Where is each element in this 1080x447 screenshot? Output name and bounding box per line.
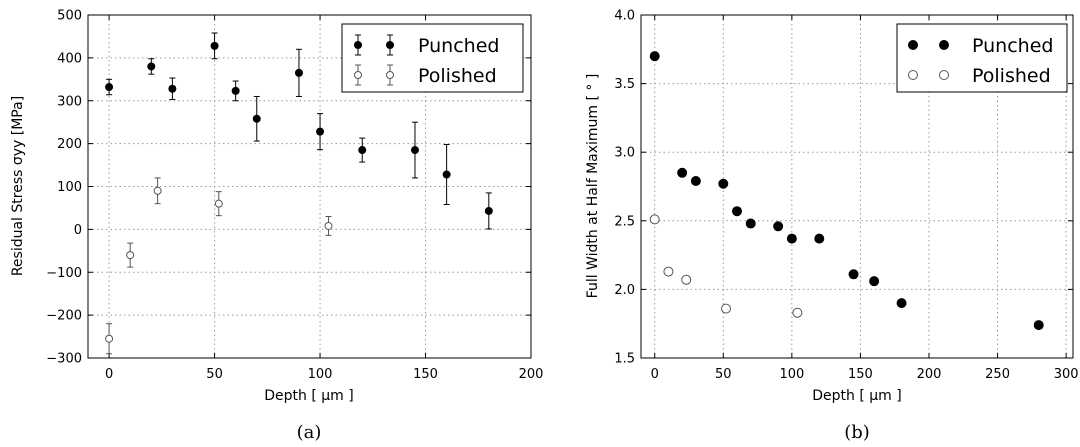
chart-b-legend-keys — [908, 40, 949, 80]
chart-a-x-ticks: 0 50 100 150 200 — [105, 15, 543, 382]
y-tick-label: 2.0 — [614, 283, 635, 298]
chart-a-marks — [105, 32, 493, 355]
data-point-punched — [294, 68, 303, 77]
legend-marker-polished — [354, 71, 362, 79]
data-point-punched — [848, 269, 859, 280]
data-point-punched — [649, 51, 660, 62]
x-tick-label: 100 — [779, 367, 804, 382]
data-point-punched — [105, 83, 114, 92]
data-point-punched — [745, 218, 756, 229]
chart-b-marks — [649, 51, 1044, 331]
chart-b: 0 50 100 150 200 250 300 1.5 2.0 2.5 3.0 3.5 4.0 Pu… — [585, 9, 1079, 444]
x-tick-label: 50 — [206, 367, 223, 382]
chart-b-legend: Punched Polished — [896, 23, 1068, 93]
y-tick-label: 4.0 — [614, 9, 635, 24]
data-point-punched — [773, 221, 784, 232]
y-tick-label: 100 — [57, 180, 82, 195]
legend-marker-polished — [386, 71, 394, 79]
data-point-punched — [210, 41, 219, 50]
data-point-polished — [721, 303, 732, 314]
legend-marker-punched — [908, 40, 918, 50]
data-point-punched — [484, 206, 493, 215]
x-tick-label: 150 — [413, 367, 438, 382]
legend-marker-polished — [939, 70, 949, 80]
x-tick-label: 200 — [917, 367, 942, 382]
data-point-punched — [690, 176, 701, 187]
data-point-punched — [316, 127, 325, 136]
data-point-punched — [718, 178, 729, 189]
data-point-punched — [442, 170, 451, 179]
y-tick-label: −200 — [46, 309, 82, 324]
x-tick-label: 250 — [985, 367, 1010, 382]
chart-a-y-label: Residual Stress σyy [MPa] — [10, 96, 26, 276]
data-point-punched — [896, 298, 907, 309]
data-point-polished — [126, 251, 135, 260]
data-point-punched — [677, 167, 688, 178]
x-tick-label: 0 — [105, 367, 113, 382]
chart-b-plot-frame — [640, 14, 1074, 359]
data-point-polished — [792, 307, 803, 318]
data-point-punched — [1033, 320, 1044, 331]
data-point-polished — [324, 221, 333, 230]
chart-b-x-label: Depth [ μm ] — [812, 388, 901, 404]
data-point-punched — [358, 146, 367, 155]
data-point-polished — [649, 214, 660, 225]
chart-b-x-ticks: 0 50 100 150 200 250 300 — [651, 15, 1079, 382]
data-point-punched — [231, 86, 240, 95]
chart-a-legend: Punched Polished — [341, 23, 524, 93]
data-point-punched — [732, 206, 742, 217]
chart-b-legend-box — [896, 23, 1068, 93]
chart-b-y-ticks: 1.5 2.0 2.5 3.0 3.5 4.0 — [614, 9, 1073, 367]
x-tick-label: 0 — [651, 367, 659, 382]
legend-marker-punched — [939, 40, 949, 50]
data-point-punched — [252, 114, 261, 123]
chart-a-legend-keys — [354, 34, 394, 86]
data-point-punched — [814, 233, 825, 244]
y-tick-label: −300 — [46, 352, 82, 367]
x-tick-label: 300 — [1054, 367, 1079, 382]
chart-a-y-ticks: −300 −200 −100 0 100 200 300 400 500 — [46, 9, 531, 367]
data-point-polished — [105, 334, 114, 343]
data-point-polished — [214, 199, 223, 208]
y-tick-label: 200 — [57, 137, 82, 152]
x-tick-label: 100 — [308, 367, 333, 382]
y-tick-label: 500 — [57, 9, 82, 24]
legend-marker-polished — [908, 70, 918, 80]
x-tick-label: 150 — [848, 367, 873, 382]
chart-a-legend-punched: Punched — [418, 35, 499, 57]
data-point-punched — [869, 276, 880, 287]
y-tick-label: −100 — [46, 266, 82, 281]
y-tick-label: 0 — [74, 223, 82, 238]
chart-a-caption: (a) — [297, 422, 322, 443]
chart-b-legend-polished: Polished — [972, 65, 1051, 87]
chart-b-caption: (b) — [844, 422, 870, 443]
data-point-punched — [410, 146, 419, 155]
chart-a-legend-box — [341, 23, 524, 93]
chart-a-x-label: Depth [ μm ] — [264, 388, 353, 404]
y-tick-label: 400 — [57, 51, 82, 66]
chart-b-y-label: Full Width at Half Maximum [ ° ] — [585, 74, 601, 299]
data-point-punched — [786, 233, 797, 244]
data-point-polished — [663, 266, 674, 277]
data-point-polished — [681, 274, 692, 285]
legend-marker-punched — [354, 41, 362, 49]
chart-a: 0 50 100 150 200 −300 −200 −100 0 100 200 300 400 50… — [10, 9, 543, 444]
y-tick-label: 1.5 — [614, 352, 635, 367]
data-point-polished — [153, 186, 162, 195]
y-tick-label: 3.5 — [614, 77, 635, 92]
chart-a-legend-polished: Polished — [418, 65, 497, 87]
x-tick-label: 200 — [519, 367, 544, 382]
data-point-punched — [147, 62, 156, 71]
x-tick-label: 50 — [715, 367, 732, 382]
y-tick-label: 2.5 — [614, 214, 635, 229]
y-tick-label: 300 — [57, 94, 82, 109]
data-point-punched — [168, 84, 177, 93]
legend-marker-punched — [386, 41, 394, 49]
chart-b-legend-punched: Punched — [972, 35, 1053, 57]
y-tick-label: 3.0 — [614, 146, 635, 161]
